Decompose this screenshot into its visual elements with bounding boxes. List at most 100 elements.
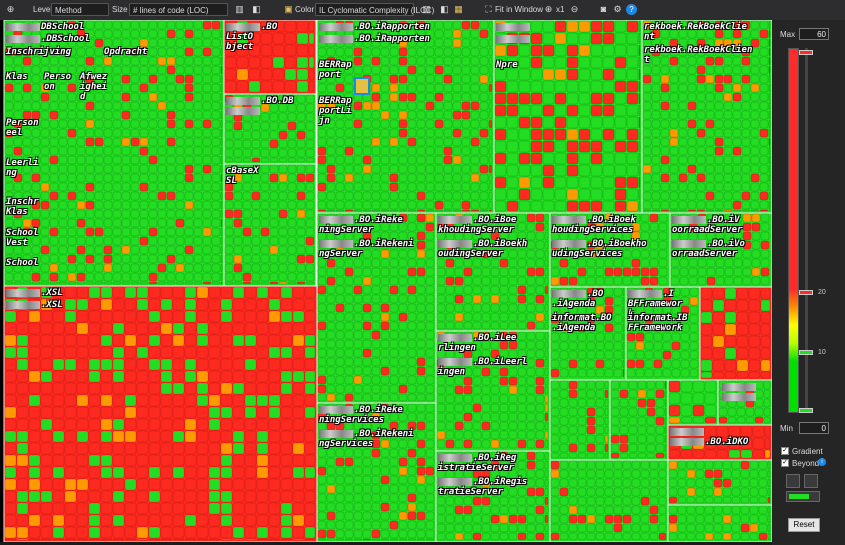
treemap-leaf[interactable] — [211, 56, 221, 66]
treemap-leaf[interactable] — [4, 83, 14, 93]
treemap-leaf[interactable] — [22, 218, 32, 228]
treemap-leaf[interactable] — [260, 44, 273, 57]
treemap-leaf[interactable] — [175, 128, 185, 138]
treemap-leaf[interactable] — [103, 65, 113, 75]
treemap-leaf[interactable] — [184, 83, 194, 93]
treemap-leaf[interactable] — [13, 218, 23, 228]
treemap-leaf[interactable] — [22, 209, 32, 219]
treemap-leaf[interactable] — [220, 200, 223, 210]
treemap-leaf[interactable] — [31, 47, 41, 57]
treemap-leaf[interactable] — [220, 137, 223, 147]
treemap-leaf[interactable] — [220, 101, 223, 111]
treemap-leaf[interactable] — [4, 92, 14, 102]
treemap-leaf[interactable] — [94, 74, 104, 84]
treemap-leaf[interactable] — [85, 236, 95, 246]
treemap-leaf[interactable] — [49, 191, 59, 201]
treemap-leaf[interactable] — [211, 254, 221, 264]
treemap-leaf[interactable] — [278, 148, 288, 158]
treemap-leaf[interactable] — [40, 101, 50, 111]
treemap-leaf[interactable] — [121, 200, 131, 210]
treemap-leaf[interactable] — [94, 146, 104, 156]
treemap-leaf[interactable] — [103, 191, 113, 201]
treemap-leaf[interactable] — [175, 191, 185, 201]
treemap-leaf[interactable] — [103, 236, 113, 246]
treemap-leaf[interactable] — [130, 191, 140, 201]
color-dropdown[interactable]: IL Cyclomatic Complexity (ILCC) — [315, 3, 434, 16]
treemap-leaf[interactable] — [112, 56, 122, 66]
treemap-leaf[interactable] — [130, 254, 140, 264]
treemap-leaf[interactable] — [49, 182, 59, 192]
treemap-leaf[interactable] — [220, 47, 223, 57]
treemap-leaf[interactable] — [220, 146, 223, 156]
treemap-leaf[interactable] — [202, 272, 212, 282]
treemap-leaf[interactable] — [112, 218, 122, 228]
max-slider-thumb[interactable] — [799, 50, 813, 55]
treemap-leaf[interactable] — [157, 263, 167, 273]
treemap-leaf[interactable] — [67, 281, 77, 285]
treemap-leaf[interactable] — [67, 56, 77, 66]
treemap-leaf[interactable] — [58, 245, 68, 255]
treemap-leaf[interactable] — [58, 20, 68, 30]
treemap-leaf[interactable] — [40, 155, 50, 165]
treemap-leaf[interactable] — [211, 128, 221, 138]
treemap-leaf[interactable] — [58, 83, 68, 93]
treemap-leaf[interactable] — [40, 254, 50, 264]
treemap-leaf[interactable] — [193, 191, 203, 201]
treemap-leaf[interactable] — [284, 20, 297, 33]
treemap-leaf[interactable] — [157, 173, 167, 183]
treemap-leaf[interactable] — [157, 128, 167, 138]
treemap-leaf[interactable] — [148, 110, 158, 120]
treemap-leaf[interactable] — [67, 236, 77, 246]
treemap-leaf[interactable] — [296, 94, 306, 104]
treemap-leaf[interactable] — [260, 56, 273, 69]
treemap-leaf[interactable] — [148, 119, 158, 129]
treemap-leaf[interactable] — [166, 56, 176, 66]
treemap-leaf[interactable] — [4, 209, 14, 219]
treemap-leaf[interactable] — [166, 29, 176, 39]
treemap-leaf[interactable] — [296, 20, 309, 33]
treemap-leaf[interactable] — [121, 74, 131, 84]
treemap-leaf[interactable] — [233, 148, 243, 158]
copy-button[interactable] — [804, 474, 818, 488]
treemap-leaf[interactable] — [112, 254, 122, 264]
treemap-leaf[interactable] — [202, 110, 212, 120]
treemap-leaf[interactable] — [85, 47, 95, 57]
treemap-leaf[interactable] — [139, 236, 149, 246]
treemap-leaf[interactable] — [202, 236, 212, 246]
treemap-leaf[interactable] — [31, 74, 41, 84]
treemap-leaf[interactable] — [13, 146, 23, 156]
treemap-leaf[interactable] — [202, 38, 212, 48]
treemap-leaf[interactable] — [148, 146, 158, 156]
treemap-leaf[interactable] — [175, 65, 185, 75]
treemap-leaf[interactable] — [121, 119, 131, 129]
treemap-leaf[interactable] — [278, 103, 288, 113]
treemap-leaf[interactable] — [13, 92, 23, 102]
treemap-leaf[interactable] — [85, 209, 95, 219]
treemap-leaf[interactable] — [139, 119, 149, 129]
treemap-leaf[interactable] — [184, 218, 194, 228]
treemap-leaf[interactable] — [139, 92, 149, 102]
treemap-leaf[interactable] — [4, 146, 14, 156]
treemap-leaf[interactable] — [287, 148, 297, 158]
treemap-leaf[interactable] — [305, 103, 315, 113]
treemap-leaf[interactable] — [166, 182, 176, 192]
treemap-leaf[interactable] — [211, 101, 221, 111]
treemap-leaf[interactable] — [202, 146, 212, 156]
treemap-leaf[interactable] — [4, 218, 14, 228]
treemap-leaf[interactable] — [175, 74, 185, 84]
treemap-leaf[interactable] — [130, 92, 140, 102]
treemap-leaf[interactable] — [130, 164, 140, 174]
treemap-leaf[interactable] — [4, 182, 14, 192]
treemap-leaf[interactable] — [40, 137, 50, 147]
treemap-leaf[interactable] — [40, 191, 50, 201]
treemap-leaf[interactable] — [166, 164, 176, 174]
treemap-leaf[interactable] — [67, 218, 77, 228]
treemap-leaf[interactable] — [40, 218, 50, 228]
treemap-leaf[interactable] — [166, 272, 176, 282]
treemap-leaf[interactable] — [157, 119, 167, 129]
treemap-leaf[interactable] — [121, 254, 131, 264]
treemap-leaf[interactable] — [139, 173, 149, 183]
treemap-leaf[interactable] — [31, 263, 41, 273]
treemap-leaf[interactable] — [220, 236, 223, 246]
treemap-leaf[interactable] — [202, 74, 212, 84]
